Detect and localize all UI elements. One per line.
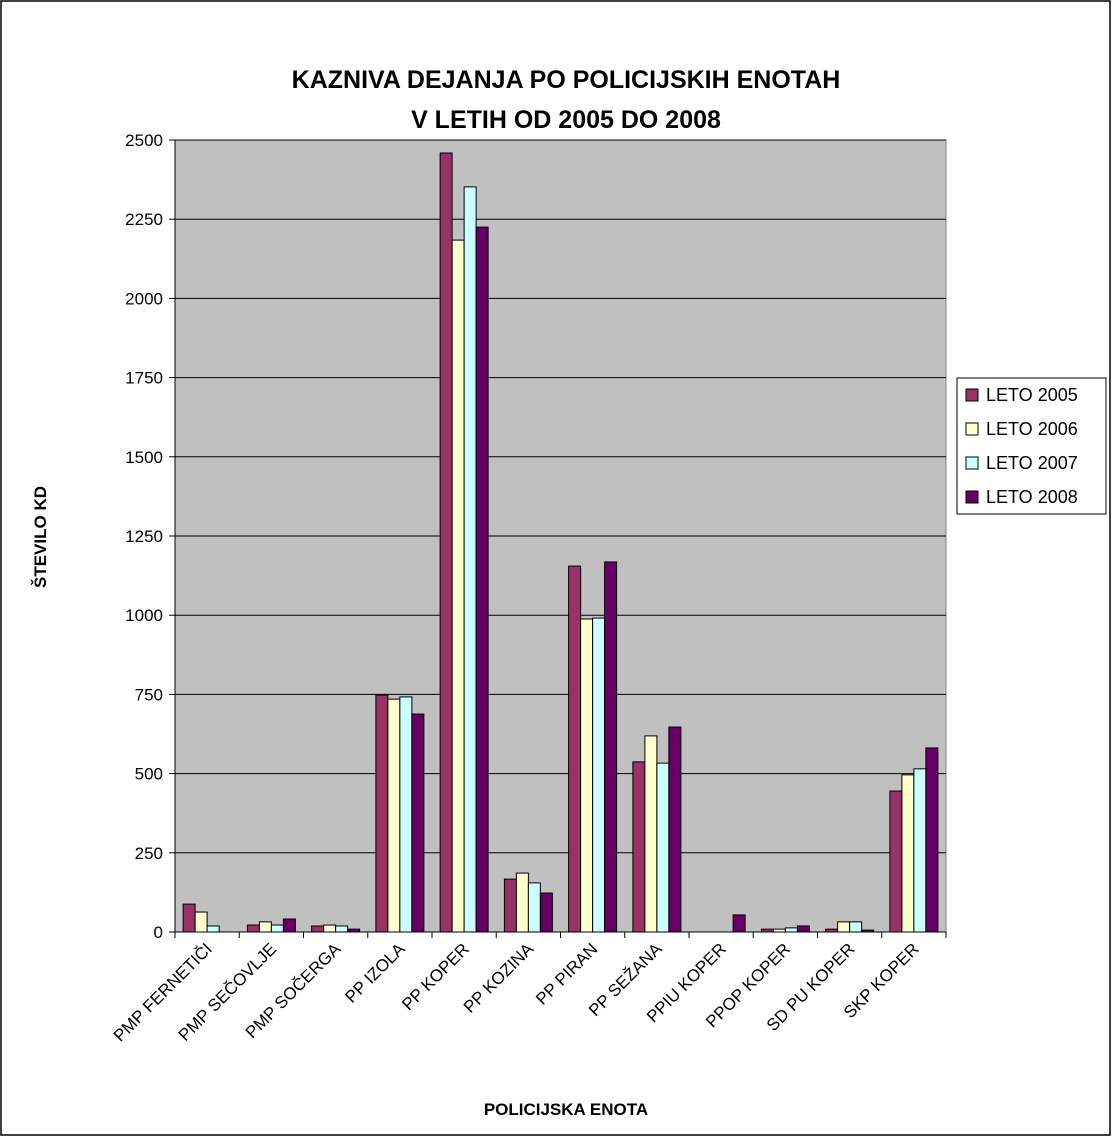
bar bbox=[503, 878, 517, 933]
chart-subtitle: V LETIH OD 2005 DO 2008 bbox=[411, 106, 721, 134]
legend-label: LETO 2005 bbox=[986, 385, 1078, 405]
bar bbox=[282, 918, 296, 933]
bar bbox=[206, 925, 220, 933]
bar bbox=[796, 925, 810, 933]
bar bbox=[861, 929, 875, 933]
bar bbox=[375, 694, 389, 933]
bar bbox=[451, 239, 465, 933]
bar bbox=[568, 565, 582, 933]
bar bbox=[311, 925, 325, 933]
legend-box bbox=[956, 377, 1107, 515]
bar bbox=[772, 928, 786, 933]
bar bbox=[439, 152, 453, 933]
bar bbox=[732, 914, 746, 933]
bar bbox=[411, 713, 425, 933]
y-axis-title: ŠTEVILO KD bbox=[31, 486, 50, 588]
y-tick-label: 500 bbox=[135, 765, 163, 784]
bar bbox=[604, 561, 618, 933]
legend-swatch bbox=[965, 490, 979, 504]
legend-swatch bbox=[965, 456, 979, 470]
bar bbox=[837, 921, 851, 933]
y-tick-label: 2500 bbox=[125, 131, 163, 150]
y-tick-label: 2250 bbox=[125, 210, 163, 229]
bar bbox=[901, 774, 915, 933]
bar bbox=[246, 924, 260, 933]
bar bbox=[463, 186, 477, 933]
bar bbox=[889, 790, 903, 933]
bar bbox=[270, 924, 284, 933]
bar bbox=[668, 726, 682, 933]
y-tick-label: 1750 bbox=[125, 369, 163, 388]
bar bbox=[656, 762, 670, 933]
bar bbox=[913, 768, 927, 933]
y-tick-label: 2000 bbox=[125, 289, 163, 308]
bar bbox=[387, 698, 401, 933]
legend-swatch bbox=[965, 422, 979, 436]
y-tick-label: 250 bbox=[135, 844, 163, 863]
legend-label: LETO 2007 bbox=[986, 453, 1078, 473]
x-axis-title: POLICIJSKA ENOTA bbox=[484, 1100, 648, 1119]
y-tick-label: 1500 bbox=[125, 448, 163, 467]
bar bbox=[539, 892, 553, 933]
bar bbox=[644, 735, 658, 933]
y-tick-label: 1000 bbox=[125, 606, 163, 625]
legend-swatch bbox=[965, 388, 979, 402]
chart-title: KAZNIVA DEJANJA PO POLICIJSKIH ENOTAH bbox=[292, 66, 841, 94]
bar bbox=[925, 747, 939, 933]
bar bbox=[515, 872, 529, 933]
bar bbox=[825, 928, 839, 933]
bar bbox=[335, 925, 349, 933]
bar bbox=[475, 226, 489, 933]
bar bbox=[580, 618, 594, 933]
y-tick-label: 1250 bbox=[125, 527, 163, 546]
legend-label: LETO 2006 bbox=[986, 419, 1078, 439]
bar bbox=[632, 761, 646, 933]
bar bbox=[399, 696, 413, 933]
y-tick-label: 750 bbox=[135, 685, 163, 704]
bar bbox=[258, 921, 272, 933]
bar bbox=[527, 882, 541, 933]
legend-label: LETO 2008 bbox=[986, 487, 1078, 507]
bar bbox=[323, 924, 337, 933]
y-tick-label: 0 bbox=[154, 923, 163, 942]
bar bbox=[592, 617, 606, 933]
bar bbox=[784, 927, 798, 933]
bar bbox=[849, 921, 863, 933]
bar bbox=[760, 928, 774, 933]
bar bbox=[182, 903, 196, 933]
bar bbox=[347, 928, 361, 933]
bar bbox=[194, 911, 208, 933]
